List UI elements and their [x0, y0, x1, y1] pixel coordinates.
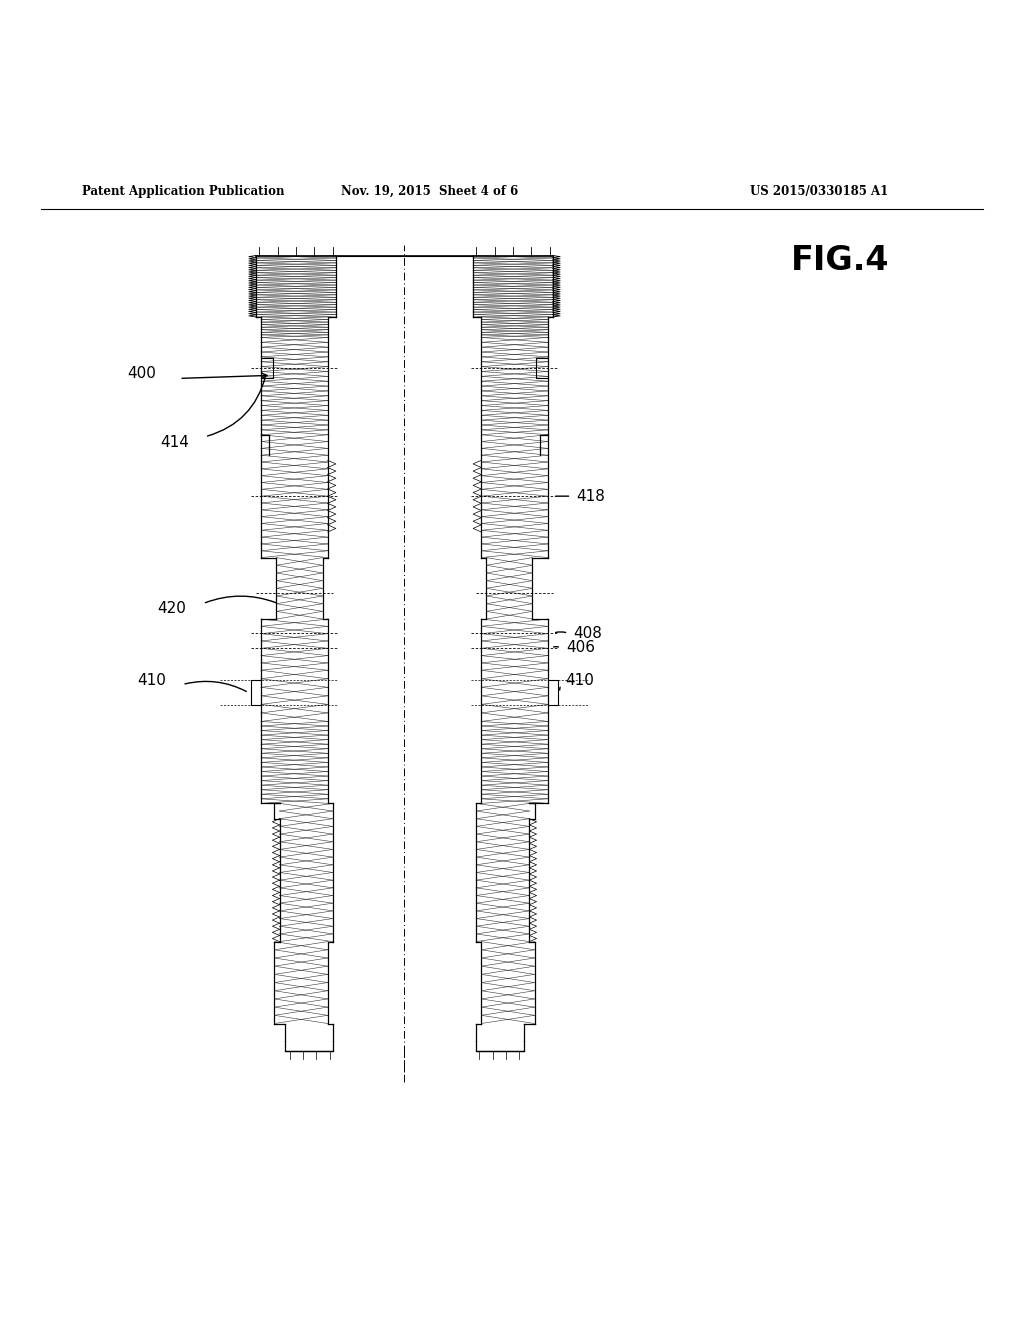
- Text: 408: 408: [573, 626, 602, 642]
- Text: 410: 410: [565, 673, 594, 688]
- Text: Patent Application Publication: Patent Application Publication: [82, 185, 285, 198]
- Text: 406: 406: [566, 640, 595, 655]
- Text: 410: 410: [137, 673, 166, 688]
- Text: FIG.4: FIG.4: [791, 244, 889, 277]
- Text: Nov. 19, 2015  Sheet 4 of 6: Nov. 19, 2015 Sheet 4 of 6: [341, 185, 519, 198]
- Text: 420: 420: [158, 602, 186, 616]
- Text: 400: 400: [127, 366, 156, 380]
- Text: 418: 418: [577, 488, 605, 504]
- Text: US 2015/0330185 A1: US 2015/0330185 A1: [750, 185, 889, 198]
- Text: 414: 414: [161, 436, 189, 450]
